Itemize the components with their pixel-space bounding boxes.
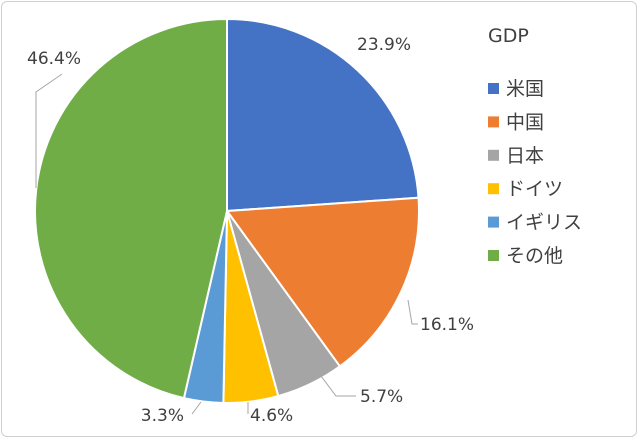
pie-slices (34, 17, 420, 404)
legend-title: GDP (488, 25, 529, 47)
leader-line-2 (407, 299, 418, 325)
data-labels: 23.9% 16.1% 5.7% 4.6% 3.3% 46.4% (27, 35, 474, 426)
legend-swatch-4 (488, 183, 499, 195)
legend-label-3: 日本 (506, 145, 544, 167)
legend-label-4: ドイツ (506, 178, 563, 200)
legend-label-1: 米国 (506, 78, 544, 100)
pie-slice-2 (225, 196, 420, 368)
legend-swatch-5 (488, 216, 499, 228)
data-label-5: 3.3% (141, 406, 184, 426)
pie-slice-1 (226, 17, 420, 213)
pie-slice-6 (34, 17, 228, 400)
data-label-4: 4.6% (250, 406, 293, 426)
legend-swatch-1 (488, 83, 499, 94)
data-label-1: 23.9% (357, 35, 411, 55)
legend-label-6: その他 (506, 245, 563, 267)
data-label-3: 5.7% (360, 387, 403, 407)
legend-label-2: 中国 (506, 111, 544, 133)
legend-label-5: イギリス (506, 212, 582, 234)
leader-line-3 (317, 371, 356, 397)
leader-lines (35, 73, 418, 415)
legend-swatch-3 (488, 149, 499, 161)
leader-line-5 (191, 401, 202, 415)
legend-swatch-2 (488, 116, 499, 128)
data-label-6: 46.4% (27, 49, 81, 69)
legend-swatch-6 (488, 250, 499, 261)
leader-line-6 (35, 73, 63, 188)
data-label-2: 16.1% (420, 315, 474, 335)
